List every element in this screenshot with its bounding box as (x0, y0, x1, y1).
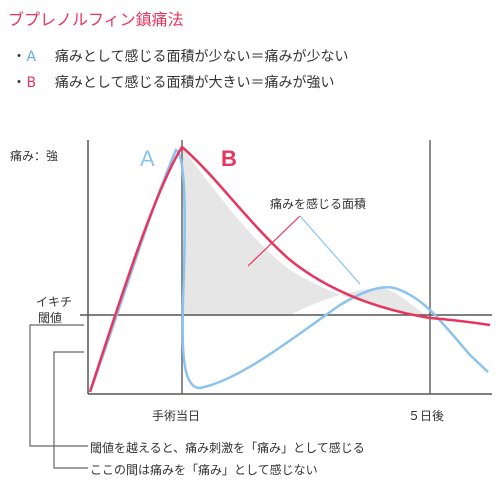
threshold-label-line1: イキチ (36, 295, 72, 309)
note-bracket-above (29, 324, 88, 447)
curve-b-label: B (221, 146, 237, 171)
legend-item-a: ・ A 痛みとして感じる面積が少ない＝痛みが少ない (12, 46, 349, 66)
pain-area (182, 148, 430, 318)
curve-b (88, 145, 491, 393)
area-label: 痛みを感じる面積 (270, 196, 366, 211)
area-pointer (247, 215, 301, 267)
legend-text-b: 痛みとして感じる面積が大きい＝痛みが強い (54, 75, 335, 91)
note-below: ここの間は痛みを「痛み」として感じない (90, 462, 318, 477)
legend-letter-a: A (26, 49, 37, 65)
page-title: ブプレノルフィン鎮痛法 (8, 10, 184, 29)
x-tick-day5: ５日後 (408, 409, 444, 423)
area-pointer-b (299, 215, 361, 285)
y-top-label: 痛み：強 (10, 148, 58, 163)
curve-a-label: A (140, 146, 155, 171)
note-above: 閾値を越えると、痛み刺激を「痛み」として感じる (90, 440, 365, 455)
note-bracket-below (53, 351, 88, 469)
threshold-label-line2: 閾値 (38, 310, 62, 325)
legend-text-a: 痛みとして感じる面積が少ない＝痛みが少ない (54, 49, 349, 65)
x-tick-day0: 手術当日 (152, 409, 200, 423)
legend-letter-b: B (26, 75, 37, 91)
legend-item-b: ・ B 痛みとして感じる面積が大きい＝痛みが強い (12, 72, 335, 92)
